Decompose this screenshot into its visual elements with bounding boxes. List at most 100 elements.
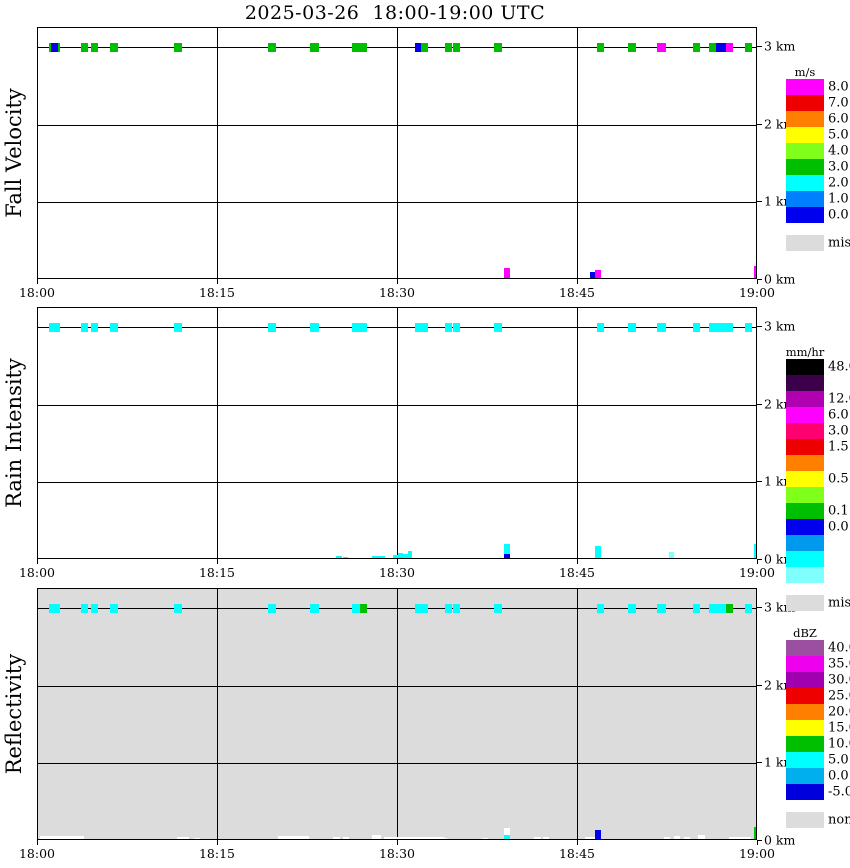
colorbar-segment — [786, 191, 824, 207]
data-mark — [755, 42, 756, 52]
data-mark — [352, 42, 360, 52]
data-mark — [594, 830, 601, 839]
data-mark — [48, 603, 60, 613]
gridline-vertical — [217, 589, 218, 839]
data-mark — [310, 603, 319, 613]
colorbar-segment — [786, 175, 824, 191]
x-axis-tick — [37, 559, 38, 564]
data-mark — [268, 603, 276, 613]
data-mark — [725, 42, 733, 52]
data-mark — [494, 603, 503, 613]
colorbar-segment — [786, 95, 824, 111]
colorbar-segment — [786, 471, 824, 487]
y-axis-tick — [757, 762, 762, 764]
x-axis-tick — [397, 279, 398, 284]
data-mark — [494, 42, 503, 52]
data-mark — [503, 544, 510, 558]
plot-area-rain-intensity — [37, 307, 757, 559]
colorbar-tick-label: 10.0 — [828, 736, 850, 752]
data-mark — [533, 837, 541, 839]
x-axis-tick-label: 18:30 — [378, 285, 416, 300]
data-mark — [708, 322, 716, 332]
colorbar-segment — [786, 752, 824, 768]
colorbar-tick-label: 40.0 — [828, 640, 850, 656]
data-mark — [674, 836, 680, 839]
x-axis-tick-label: 18:30 — [378, 565, 416, 580]
x-axis-tick — [757, 559, 758, 564]
data-mark — [90, 603, 98, 613]
data-mark — [110, 603, 119, 613]
data-mark — [48, 322, 60, 332]
data-mark — [716, 603, 722, 613]
colorbar-tick-label: -5.0 — [828, 784, 850, 800]
x-axis-tick-label: 19:00 — [738, 285, 776, 300]
data-mark — [90, 42, 98, 52]
x-axis-tick-label: 18:15 — [198, 285, 236, 300]
panel-ylabel-rain-intensity: Rain Intensity — [2, 358, 26, 508]
colorbar-tick-label: 0.0 — [828, 768, 849, 784]
data-mark — [657, 603, 666, 613]
colorbar-tick-label: 7.0 — [828, 95, 849, 111]
colorbar-segment — [786, 439, 824, 455]
data-mark — [420, 603, 428, 613]
data-mark — [441, 838, 448, 839]
gridline-horizontal — [38, 327, 756, 329]
data-mark — [335, 556, 342, 558]
gridline-vertical — [217, 28, 218, 278]
colorbar-segment — [786, 423, 824, 439]
data-mark — [716, 322, 722, 332]
colorbar-segment — [786, 704, 824, 720]
data-mark — [503, 828, 510, 839]
colorbar-segment — [786, 768, 824, 784]
data-mark — [543, 837, 550, 839]
gridline-vertical — [397, 589, 398, 839]
data-mark — [590, 272, 596, 278]
data-mark — [708, 603, 716, 613]
data-mark — [594, 546, 601, 558]
colorbar-segment — [786, 407, 824, 423]
data-mark — [383, 837, 444, 839]
colorbar-segment — [786, 127, 824, 143]
data-mark — [755, 322, 756, 332]
colorbar-segment — [786, 455, 824, 471]
colorbar-missing-label: miss — [828, 595, 850, 611]
data-mark — [378, 556, 385, 558]
data-mark — [669, 552, 674, 558]
panel-ylabel-fall-velocity: Fall Velocity — [2, 88, 26, 218]
data-mark — [628, 603, 636, 613]
data-mark — [414, 42, 421, 52]
colorbar-segment — [786, 672, 824, 688]
y-axis-tick — [757, 559, 762, 560]
data-mark — [371, 835, 382, 839]
data-mark — [503, 268, 510, 278]
gridline-horizontal — [38, 608, 756, 610]
data-mark — [278, 836, 310, 839]
data-mark — [597, 322, 605, 332]
gridline-horizontal — [38, 202, 756, 204]
colorbar-segment — [786, 551, 824, 567]
x-axis-tick — [757, 279, 758, 284]
colorbar-tick-label: 6.0 — [828, 407, 849, 423]
colorbar-tick-label: 6.0 — [828, 111, 849, 127]
data-mark — [725, 603, 733, 613]
colorbar-segment — [786, 207, 824, 223]
data-mark — [664, 837, 671, 839]
x-axis-tick-label: 18:15 — [198, 565, 236, 580]
colorbar-tick-label: 48.0 — [828, 359, 850, 375]
data-mark — [716, 42, 722, 52]
y-axis-tick — [757, 684, 762, 686]
y-axis-tick — [757, 201, 762, 203]
data-mark — [51, 42, 59, 52]
colorbar-tick-label: 2.0 — [828, 175, 849, 191]
gridline-vertical — [577, 589, 578, 839]
data-mark — [754, 544, 756, 558]
data-mark — [110, 322, 119, 332]
data-mark — [402, 554, 408, 558]
x-axis-tick-label: 18:00 — [18, 565, 56, 580]
plot-area-fall-velocity — [37, 27, 757, 279]
colorbar-tick-label: 0.5 — [828, 471, 849, 487]
y-axis-tick — [757, 840, 762, 841]
colorbar-segment — [786, 359, 824, 375]
data-mark — [444, 322, 452, 332]
